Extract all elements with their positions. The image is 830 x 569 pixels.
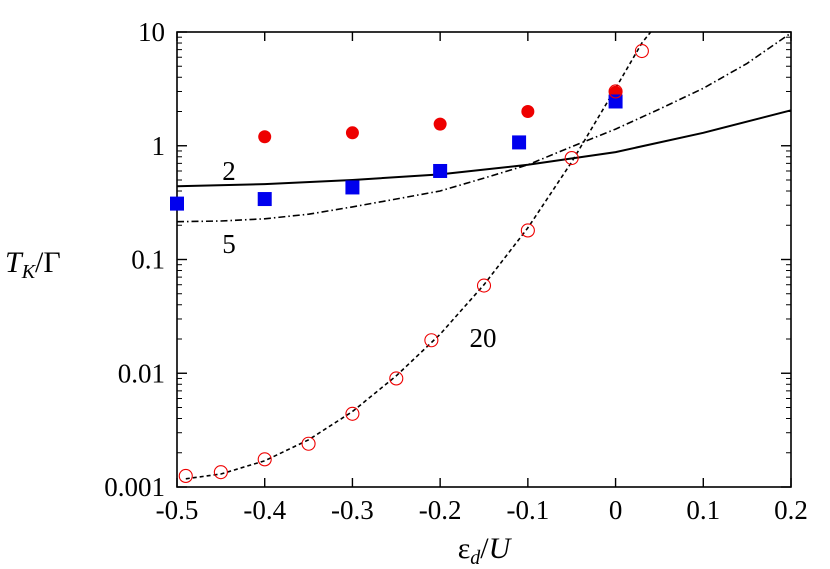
curves [176, 31, 792, 480]
point-filled-circle [521, 105, 535, 119]
point-filled-square [608, 94, 623, 109]
point-open-circle [564, 150, 579, 166]
point-open-circle [178, 468, 193, 484]
labels: -0.5 -0.4 -0.3 -0.2 -0.1 0 0.1 0.2 0.001 0.01 0.1 1… [5, 17, 808, 569]
markers [170, 44, 649, 484]
x-tick-label: 0 [609, 495, 623, 525]
plot-frame [176, 31, 792, 488]
point-open-circle [634, 44, 649, 59]
point-open-circle [301, 436, 316, 451]
point-open-circle [345, 406, 360, 421]
curve-label-2: 2 [222, 156, 236, 186]
series-line-2 [176, 109, 792, 188]
point-filled-square [345, 180, 360, 195]
y-axis-label: TK/Γ [5, 246, 61, 283]
point-filled-square [170, 196, 184, 211]
x-tick-label: -0.5 [156, 495, 199, 525]
point-open-circle [608, 84, 623, 99]
curve-label-20: 20 [470, 323, 497, 353]
point-open-circle [213, 465, 228, 480]
y-tick-label: 0.01 [118, 358, 165, 388]
point-filled-circle [258, 130, 272, 144]
curve-label-5: 5 [222, 229, 236, 259]
point-open-circle [257, 452, 272, 467]
x-tick-label: 0.2 [774, 495, 808, 525]
point-filled-square [433, 163, 448, 178]
ticks [176, 31, 792, 488]
series-line-20 [185, 31, 652, 480]
point-filled-circle [433, 117, 447, 131]
point-filled-square [257, 192, 272, 207]
y-tick-label: 1 [152, 131, 166, 161]
point-open-circle [520, 223, 535, 238]
point-open-circle [389, 371, 404, 386]
point-filled-square [512, 135, 527, 150]
point-filled-circle [345, 126, 359, 140]
x-tick-label: -0.4 [243, 495, 286, 525]
x-tick-label: -0.1 [506, 495, 549, 525]
y-tick-label: 0.001 [104, 472, 165, 502]
x-tick-label: -0.2 [419, 495, 462, 525]
y-tick-label: 10 [138, 17, 165, 47]
series-line-5 [176, 32, 792, 223]
x-axis-label: εd/U [458, 532, 513, 569]
x-tick-label: -0.3 [331, 495, 374, 525]
y-tick-label: 0.1 [131, 245, 165, 275]
point-open-circle [476, 278, 492, 293]
x-tick-label: 0.1 [686, 495, 720, 525]
point-open-circle [424, 333, 439, 348]
